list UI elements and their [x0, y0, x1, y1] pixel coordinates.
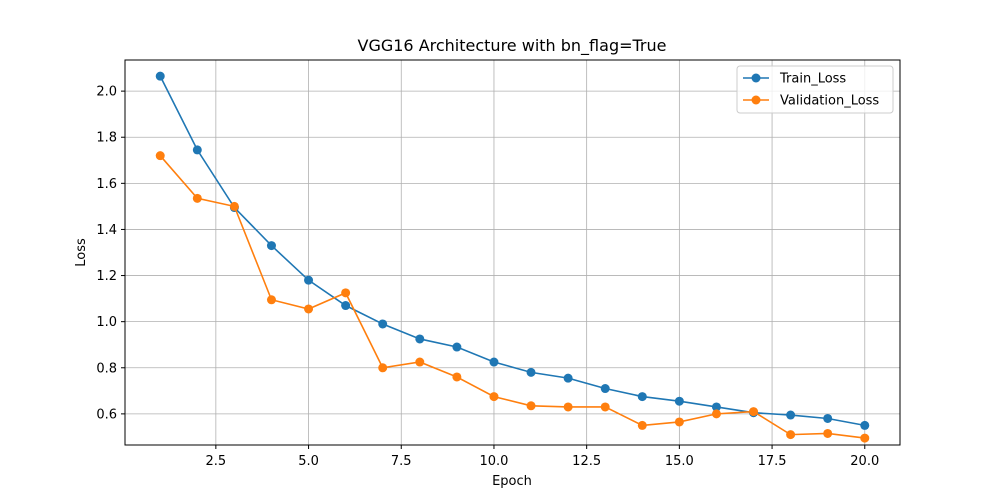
x-tick-label: 17.5: [758, 454, 787, 469]
data-point: [415, 357, 425, 367]
data-point: [637, 392, 647, 402]
ticks: 2.5 5.0 7.5 10.0 12.5 15.0 17.5 20.0 0.6 0.8 1.0 1.…: [96, 85, 879, 469]
y-axis-label: Loss: [74, 238, 89, 267]
data-point: [786, 410, 796, 420]
legend-box: [736, 65, 894, 114]
y-tick-label: 1.2: [96, 269, 117, 284]
data-point: [489, 392, 499, 402]
y-tick-label: 1.0: [96, 315, 117, 330]
x-tick-label: 7.5: [391, 454, 412, 469]
data-point: [155, 71, 165, 81]
data-point: [860, 433, 870, 443]
y-tick-label: 0.8: [96, 361, 117, 376]
data-point: [600, 402, 610, 412]
x-tick-label: 20.0: [850, 454, 879, 469]
data-point: [526, 401, 536, 411]
data-point: [341, 301, 351, 311]
data-point: [749, 407, 759, 417]
data-point: [823, 428, 833, 438]
x-axis-label: Epoch: [492, 474, 532, 489]
data-point: [526, 367, 536, 377]
y-tick-label: 0.6: [96, 407, 117, 422]
series-line: [159, 155, 865, 439]
data-point: [192, 193, 202, 203]
data-point: [674, 417, 684, 427]
series-validation-loss: [155, 151, 870, 443]
data-point: [823, 413, 833, 423]
data-point: [266, 241, 276, 251]
data-point: [637, 420, 647, 430]
y-tick-label: 1.6: [96, 177, 117, 192]
data-point: [192, 145, 202, 155]
data-point: [266, 295, 276, 305]
data-point: [304, 304, 314, 314]
data-point: [378, 319, 388, 329]
chart-title: VGG16 Architecture with bn_flag=True: [358, 36, 667, 56]
series-group: [155, 71, 870, 443]
x-tick-label: 12.5: [572, 454, 601, 469]
y-tick-label: 1.8: [96, 131, 117, 146]
data-point: [452, 372, 462, 382]
x-tick-label: 5.0: [298, 454, 319, 469]
plot-frame: [124, 59, 901, 446]
legend-label: Train_Loss: [779, 72, 846, 87]
data-point: [341, 288, 351, 298]
data-point: [786, 430, 796, 440]
data-point: [711, 402, 721, 412]
data-point: [860, 420, 870, 430]
legend-marker: [751, 73, 761, 83]
legend-marker: [751, 95, 761, 105]
y-tick-label: 2.0: [96, 85, 117, 100]
data-point: [452, 342, 462, 352]
data-point: [674, 396, 684, 406]
data-point: [378, 363, 388, 373]
x-tick-label: 15.0: [665, 454, 694, 469]
data-point: [711, 409, 721, 419]
data-point: [155, 151, 165, 161]
legend: Train_Loss Validation_Loss: [736, 65, 894, 114]
legend-label: Validation_Loss: [780, 94, 879, 109]
data-point: [563, 373, 573, 383]
data-point: [415, 334, 425, 344]
data-point: [229, 201, 239, 211]
x-tick-label: 10.0: [479, 454, 508, 469]
data-point: [600, 384, 610, 394]
data-point: [304, 275, 314, 285]
y-tick-label: 1.4: [96, 223, 117, 238]
data-point: [563, 402, 573, 412]
data-point: [489, 357, 499, 367]
x-tick-label: 2.5: [206, 454, 227, 469]
